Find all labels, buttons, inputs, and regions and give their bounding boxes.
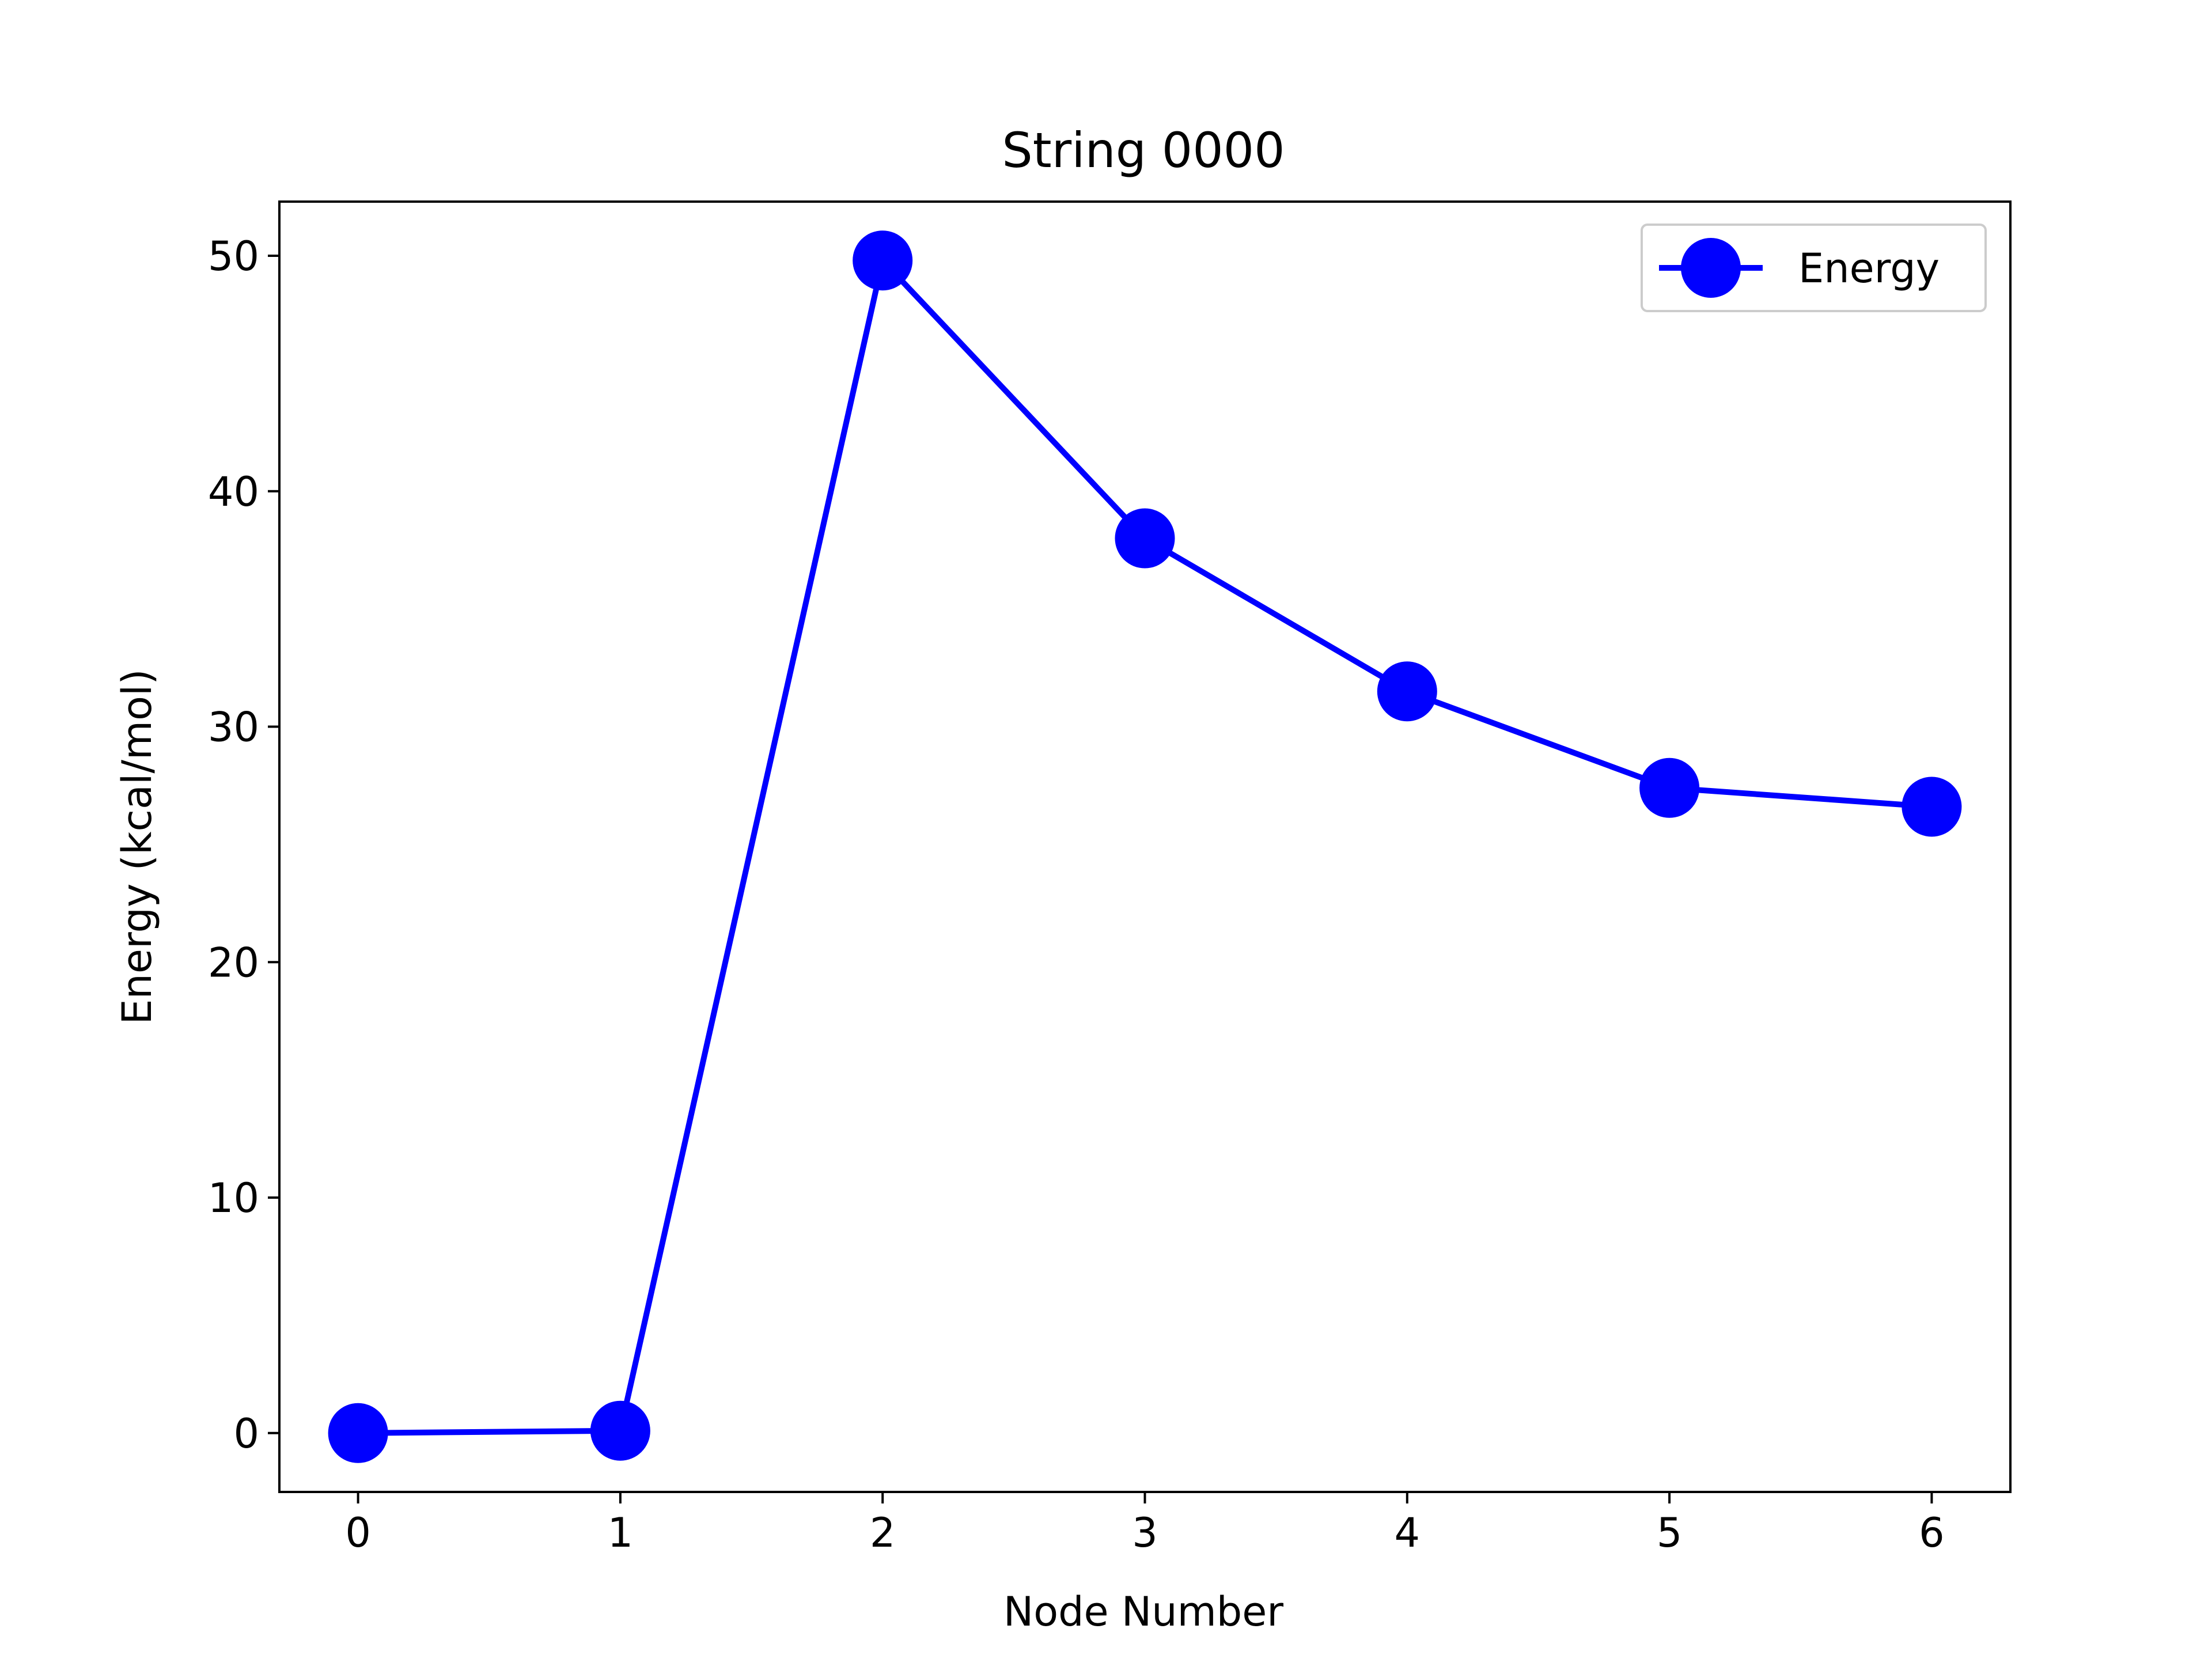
chart-title: String 0000	[1002, 122, 1285, 179]
x-tick-label: 2	[870, 1509, 896, 1556]
data-point	[328, 1403, 388, 1463]
data-point	[853, 230, 913, 291]
data-point	[1115, 508, 1175, 569]
x-tick-label: 0	[345, 1509, 371, 1556]
x-tick-label: 3	[1132, 1509, 1158, 1556]
y-tick-label: 10	[208, 1175, 259, 1222]
data-point	[1902, 777, 1962, 837]
x-tick-label: 1	[608, 1509, 634, 1556]
x-tick-label: 5	[1657, 1509, 1683, 1556]
y-tick-label: 20	[208, 939, 259, 986]
data-point	[1639, 757, 1700, 818]
x-tick-label: 4	[1395, 1509, 1421, 1556]
plot-frame	[278, 200, 2012, 1493]
x-tick-label: 6	[1919, 1509, 1945, 1556]
x-axis: 0 1 2 3 4 5 6	[345, 1492, 1945, 1556]
y-axis: 0 10 20 30 40 50	[208, 233, 279, 1457]
legend: Energy	[1641, 224, 1987, 312]
legend-marker	[1681, 238, 1741, 298]
y-axis-label: Energy (kcal/mol)	[113, 669, 161, 1024]
data-point	[590, 1400, 650, 1461]
y-tick-label: 50	[208, 233, 259, 280]
y-tick-label: 30	[208, 704, 259, 751]
plot-area	[328, 230, 1962, 1463]
x-axis-label: Node Number	[1003, 1588, 1283, 1635]
y-tick-label: 0	[233, 1410, 259, 1457]
y-tick-label: 40	[208, 468, 259, 516]
legend-label: Energy	[1798, 245, 1940, 292]
data-point	[1377, 661, 1437, 722]
